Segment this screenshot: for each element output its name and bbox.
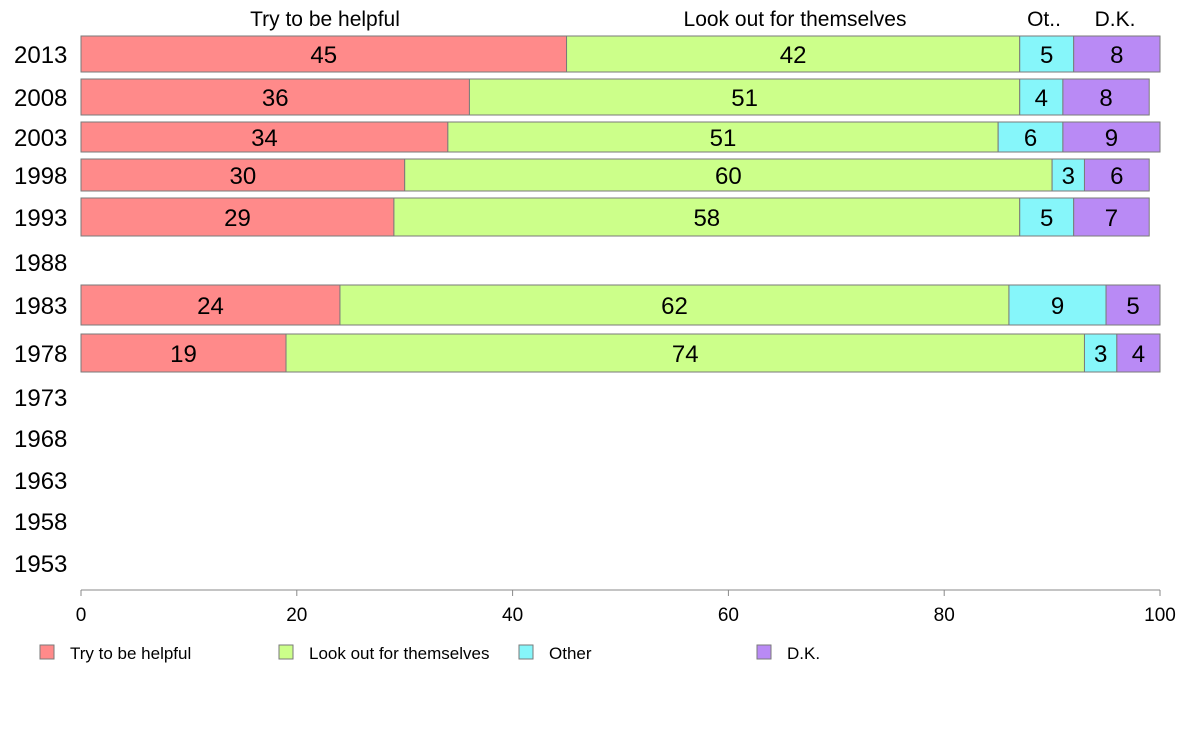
legend-label-2: Look out for themselves — [309, 644, 489, 663]
column-header-3: Ot.. — [1027, 8, 1061, 31]
legend-label-1: Try to be helpful — [70, 644, 191, 663]
bar-segment-1978-s4 — [1116, 333, 1161, 373]
data-label-2003-s2: 51 — [710, 125, 737, 152]
x-tick-label-0: 0 — [76, 605, 87, 626]
bar-segment-1998-s1 — [80, 158, 406, 192]
data-label-2008-s1: 36 — [262, 85, 289, 112]
x-tick-label-80: 80 — [934, 605, 955, 626]
data-label-1998-s4: 6 — [1110, 163, 1123, 190]
bar-segment-2008-s4 — [1062, 78, 1150, 116]
data-label-2003-s3: 6 — [1024, 125, 1037, 152]
bar-segment-2003-s4 — [1062, 121, 1161, 153]
bar-segment-2003-s1 — [80, 121, 449, 153]
data-label-1983-s4: 5 — [1126, 293, 1139, 320]
data-label-1993-s3: 5 — [1040, 205, 1053, 232]
year-label-1958: 1958 — [14, 509, 67, 536]
data-label-1998-s3: 3 — [1062, 163, 1075, 190]
year-label-1963: 1963 — [14, 468, 67, 495]
data-label-1998-s1: 30 — [229, 163, 256, 190]
year-label-1983: 1983 — [14, 293, 67, 320]
column-header-2: Look out for themselves — [684, 8, 907, 31]
bar-segment-1983-s4 — [1105, 284, 1161, 326]
year-label-1968: 1968 — [14, 426, 67, 453]
column-header-4: D.K. — [1095, 8, 1136, 31]
data-label-1983-s3: 9 — [1051, 293, 1064, 320]
data-label-2008-s3: 4 — [1035, 85, 1048, 112]
bar-segment-2008-s2 — [468, 78, 1021, 116]
year-label-1978: 1978 — [14, 341, 67, 368]
year-label-1973: 1973 — [14, 385, 67, 412]
year-label-2003: 2003 — [14, 125, 67, 152]
bar-segment-1998-s4 — [1083, 158, 1150, 192]
bar-segment-1993-s1 — [80, 197, 395, 237]
legend-swatch-2 — [278, 644, 294, 660]
data-label-1983-s1: 24 — [197, 293, 224, 320]
legend-label-3: Other — [549, 644, 592, 663]
year-label-2008: 2008 — [14, 85, 67, 112]
bar-segment-2008-s1 — [80, 78, 470, 116]
x-tick-label-100: 100 — [1144, 605, 1176, 626]
data-label-2008-s4: 8 — [1099, 85, 1112, 112]
bar-segment-1993-s4 — [1073, 197, 1150, 237]
data-label-2013-s1: 45 — [310, 42, 337, 69]
data-label-2013-s4: 8 — [1110, 42, 1123, 69]
data-label-2008-s2: 51 — [731, 85, 758, 112]
data-label-1993-s4: 7 — [1105, 205, 1118, 232]
year-label-1953: 1953 — [14, 551, 67, 578]
year-label-2013: 2013 — [14, 42, 67, 69]
data-label-1978-s1: 19 — [170, 341, 197, 368]
data-label-1993-s1: 29 — [224, 205, 251, 232]
bar-segment-1993-s2 — [393, 197, 1021, 237]
bar-segment-2008-s3 — [1019, 78, 1064, 116]
bar-segment-2013-s4 — [1073, 35, 1161, 73]
data-label-2013-s2: 42 — [780, 42, 807, 69]
data-label-2003-s1: 34 — [251, 125, 278, 152]
year-label-1993: 1993 — [14, 205, 67, 232]
year-label-1998: 1998 — [14, 163, 67, 190]
bar-segment-2013-s2 — [566, 35, 1021, 73]
x-tick-label-40: 40 — [502, 605, 523, 626]
data-label-1978-s3: 3 — [1094, 341, 1107, 368]
year-label-1988: 1988 — [14, 250, 67, 277]
data-label-1983-s2: 62 — [661, 293, 688, 320]
legend-swatch-4 — [756, 644, 772, 660]
bar-segment-2013-s1 — [80, 35, 568, 73]
bar-segment-1993-s3 — [1019, 197, 1075, 237]
column-header-1: Try to be helpful — [250, 8, 400, 31]
bar-segment-1983-s1 — [80, 284, 341, 326]
x-tick-label-60: 60 — [718, 605, 739, 626]
data-label-1978-s2: 74 — [672, 341, 699, 368]
data-label-2003-s4: 9 — [1105, 125, 1118, 152]
data-label-1998-s2: 60 — [715, 163, 742, 190]
legend-swatch-1 — [39, 644, 55, 660]
x-tick-label-20: 20 — [286, 605, 307, 626]
data-label-1993-s2: 58 — [693, 205, 720, 232]
legend-swatch-3 — [518, 644, 534, 660]
bar-segment-1998-s2 — [404, 158, 1053, 192]
legend-label-4: D.K. — [787, 644, 820, 663]
bar-segment-1978-s3 — [1083, 333, 1118, 373]
bar-segment-1978-s1 — [80, 333, 287, 373]
bar-segment-1983-s2 — [339, 284, 1010, 326]
bar-segment-2013-s3 — [1019, 35, 1075, 73]
bar-segment-2003-s2 — [447, 121, 999, 153]
bar-segment-1983-s3 — [1008, 284, 1107, 326]
data-label-2013-s3: 5 — [1040, 42, 1053, 69]
data-label-1978-s4: 4 — [1132, 341, 1145, 368]
